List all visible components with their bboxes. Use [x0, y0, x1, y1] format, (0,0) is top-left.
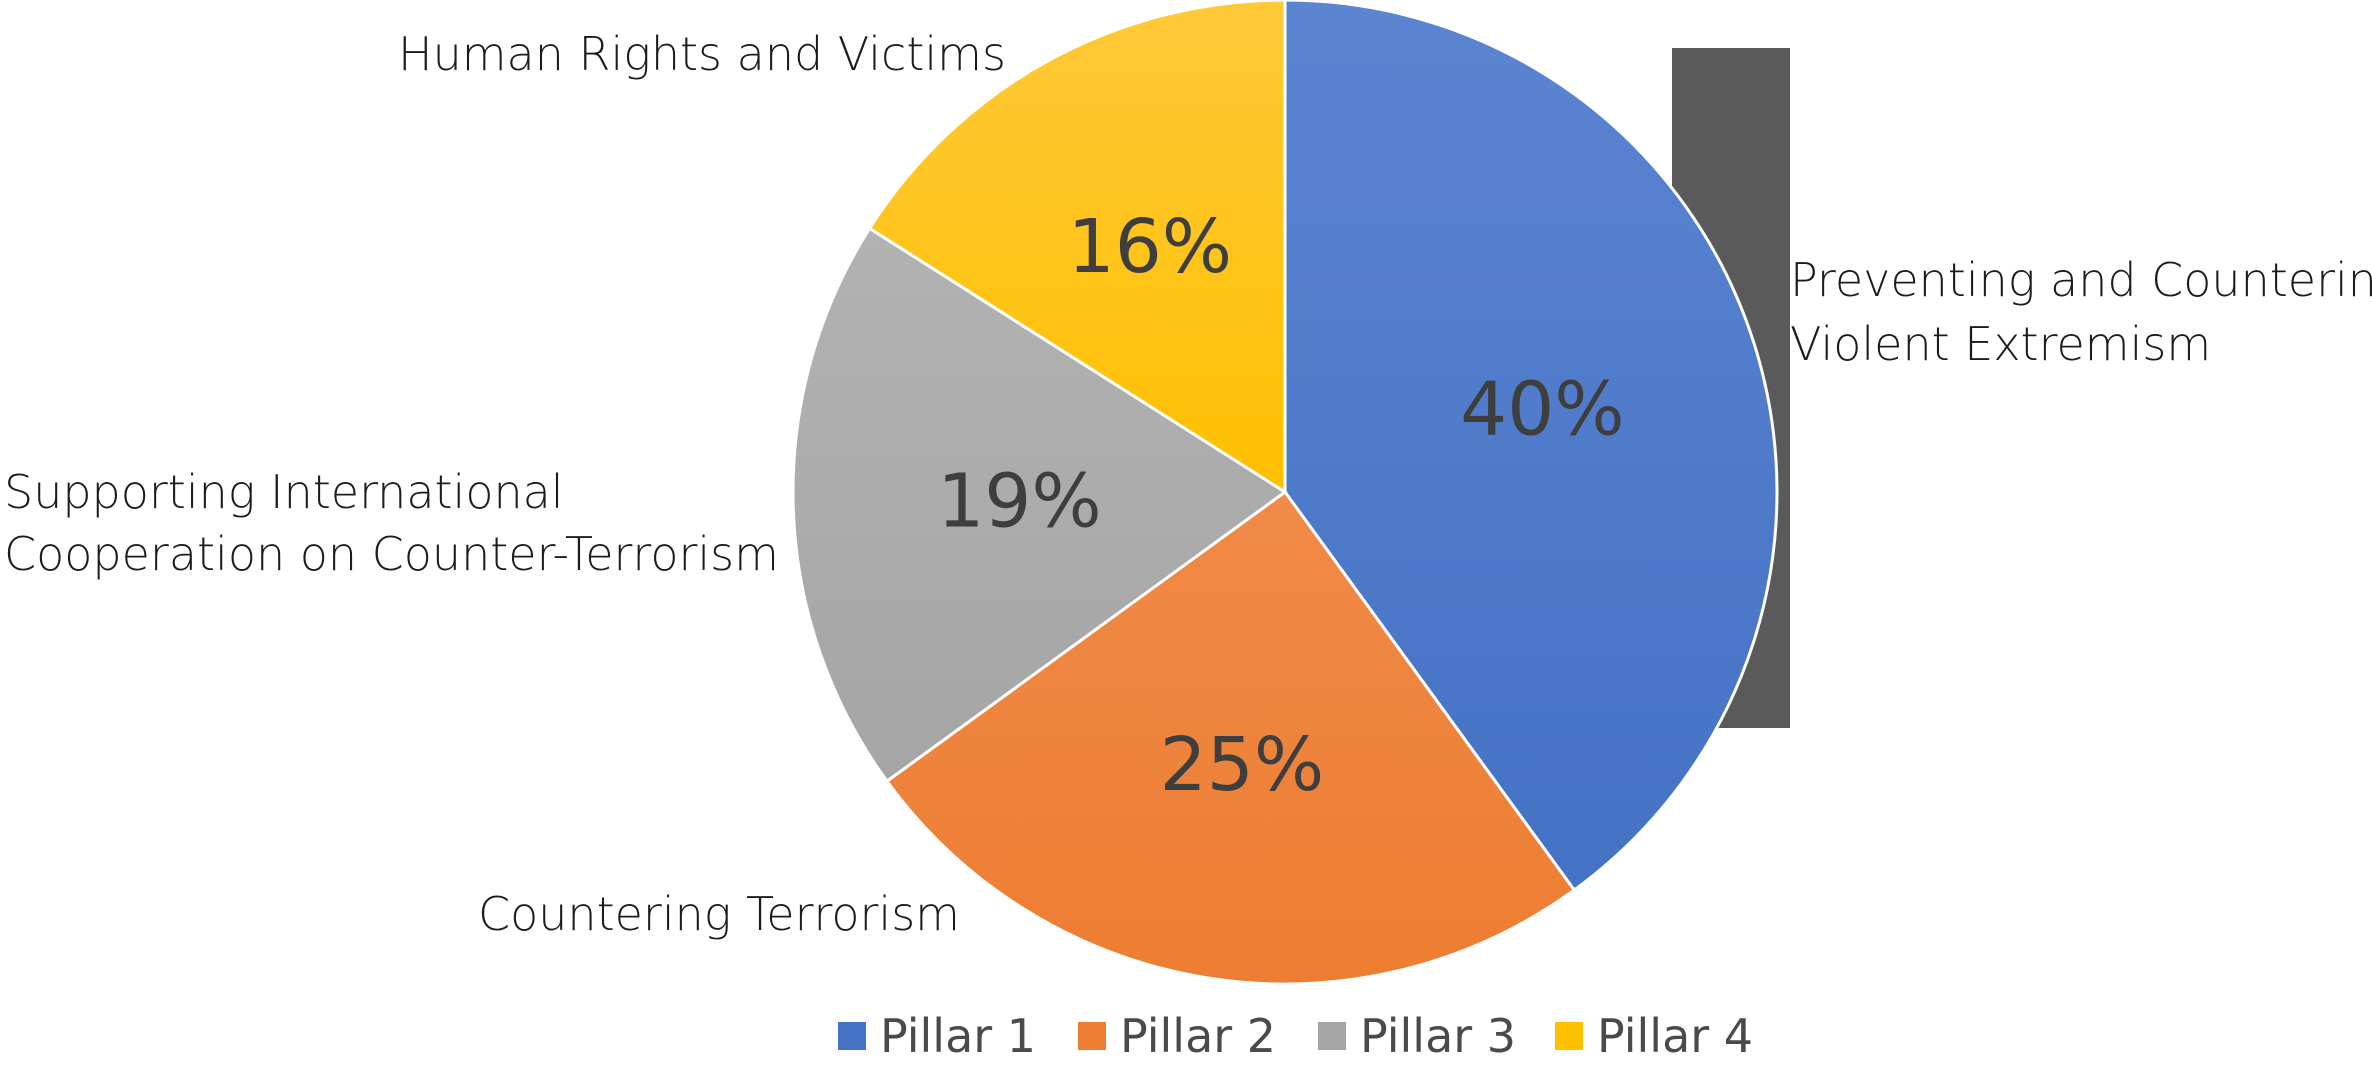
- legend-swatch-pillar-3: [1318, 1022, 1346, 1050]
- pie-slices: [791, 0, 1779, 986]
- legend-label-pillar-2: Pillar 2: [1120, 1009, 1276, 1063]
- percent-label-pillar-4: 16%: [1068, 204, 1232, 290]
- pie-slice-pillar-2: [884, 489, 1577, 986]
- legend-swatch-pillar-2: [1078, 1022, 1106, 1050]
- legend: Pillar 1 Pillar 2 Pillar 3 Pillar 4: [838, 1009, 1753, 1063]
- category-label-pillar-1-line-1: Preventing and Countering: [1790, 253, 2372, 307]
- percent-label-pillar-2: 25%: [1160, 722, 1324, 808]
- legend-label-pillar-4: Pillar 4: [1597, 1009, 1753, 1063]
- category-label-pillar-3-line-1: Supporting International: [4, 465, 564, 519]
- pie-percent-labels: 40% 25% 19% 16%: [937, 204, 1624, 808]
- legend-swatch-pillar-1: [838, 1022, 866, 1050]
- category-label-pillar-4: Human Rights and Victims: [398, 27, 1006, 81]
- category-label-pillar-3-line-2: Cooperation on Counter-Terrorism: [4, 527, 779, 581]
- legend-label-pillar-1: Pillar 1: [880, 1009, 1036, 1063]
- category-labels: Preventing and Countering Violent Extrem…: [4, 27, 2372, 941]
- legend-label-pillar-3: Pillar 3: [1360, 1009, 1516, 1063]
- percent-label-pillar-1: 40%: [1460, 366, 1624, 452]
- legend-swatch-pillar-4: [1555, 1022, 1583, 1050]
- pie-slice-pillar-4: [867, 0, 1287, 495]
- pie-slice-pillar-3: [791, 226, 1288, 784]
- category-label-pillar-2: Countering Terrorism: [478, 887, 960, 941]
- category-label-pillar-1-line-2: Violent Extremism: [1790, 317, 2211, 371]
- pie-slice-pillar-1: [1283, 0, 1779, 893]
- percent-label-pillar-3: 19%: [937, 458, 1101, 544]
